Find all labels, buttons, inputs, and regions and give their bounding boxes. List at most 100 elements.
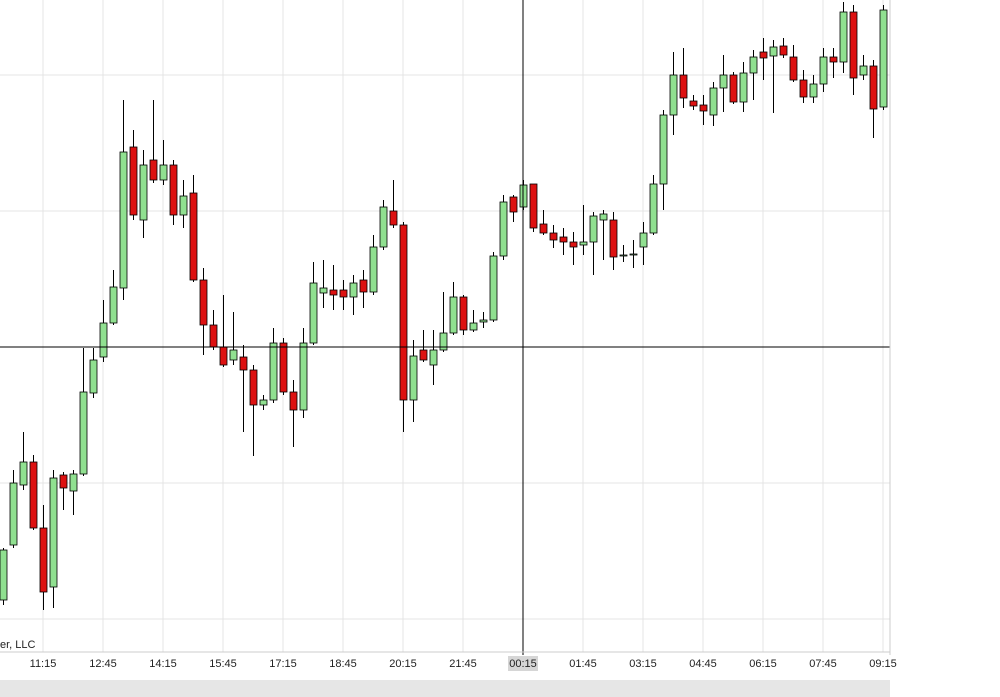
candle-body <box>279 342 288 393</box>
candle-body <box>179 195 188 216</box>
candle-body <box>829 56 838 63</box>
candle-body <box>579 241 588 246</box>
candle-body <box>549 232 558 241</box>
x-tick-label: 06:15 <box>749 658 777 670</box>
candle-body <box>789 56 798 81</box>
candle-body <box>759 51 768 59</box>
x-tick-label: 00:15 <box>509 658 537 670</box>
candle-body <box>119 151 128 289</box>
x-tick-label: 14:15 <box>149 658 177 670</box>
candle-body <box>219 346 228 366</box>
scrollbar <box>0 680 890 697</box>
candle-body <box>839 11 848 63</box>
candle-body <box>629 253 638 256</box>
candle-body <box>259 399 268 406</box>
candle-body <box>309 282 318 344</box>
candle-body <box>569 241 578 248</box>
candle-body <box>499 201 508 257</box>
candle-body <box>779 45 788 56</box>
candle-body <box>169 164 178 216</box>
candle-body <box>189 192 198 281</box>
candle-body <box>659 114 668 185</box>
x-tick-label: 11:15 <box>30 658 57 670</box>
candle-body <box>99 322 108 358</box>
candle-body <box>299 342 308 411</box>
candle-body <box>249 369 258 406</box>
watermark: er, LLC <box>0 639 36 651</box>
x-tick-label: 03:15 <box>629 658 657 670</box>
x-tick-label: 18:45 <box>329 658 357 670</box>
candle-body <box>709 87 718 116</box>
candle-body <box>739 72 748 103</box>
candle-body <box>209 324 218 348</box>
x-tick-label: 09:15 <box>869 658 897 670</box>
candle-body <box>9 482 18 546</box>
candle-body <box>359 279 368 293</box>
candle-body <box>269 342 278 401</box>
candle-body <box>699 104 708 112</box>
candle-body <box>509 196 518 213</box>
candle-body <box>389 210 398 226</box>
candle-body <box>769 46 778 57</box>
candle-body <box>449 296 458 334</box>
candle-body <box>409 355 418 401</box>
candles <box>0 2 888 610</box>
candle-body <box>129 146 138 216</box>
x-tick-label: 01:45 <box>569 658 597 670</box>
candle-body <box>79 391 88 475</box>
candle-body <box>419 349 428 361</box>
candle-body <box>39 527 48 593</box>
x-axis: 11:15 12:45 14:15 15:45 17:15 18:45 20:15 21:45… <box>30 658 897 670</box>
x-tick-label: 04:45 <box>689 658 717 670</box>
candle-body <box>109 286 118 324</box>
candle-body <box>489 255 498 321</box>
candle-body <box>559 236 568 243</box>
candle-body <box>529 183 538 229</box>
candle-body <box>749 56 758 74</box>
candle-body <box>339 289 348 298</box>
candle-body <box>819 56 828 85</box>
candle-body <box>229 349 238 361</box>
crosshair-label-bg <box>508 656 538 671</box>
candle-body <box>539 223 548 234</box>
x-tick-label: 20:15 <box>389 658 417 670</box>
x-tick-label: 15:45 <box>209 658 237 670</box>
candle-body <box>879 9 888 108</box>
candle-body <box>349 282 358 298</box>
x-tick-label: 07:45 <box>809 658 837 670</box>
candle-body <box>399 224 408 401</box>
candle-body <box>69 473 78 492</box>
grid <box>0 0 890 652</box>
candle-body <box>369 246 378 293</box>
candle-body <box>589 215 598 243</box>
candle-body <box>139 164 148 221</box>
candle-body <box>379 206 388 248</box>
candle-body <box>639 232 648 248</box>
candle-body <box>599 213 608 221</box>
candle-body <box>439 332 448 351</box>
candle-body <box>619 254 628 257</box>
candle-body <box>869 65 878 110</box>
candle-body <box>849 11 858 79</box>
candle-body <box>459 296 468 331</box>
candle-body <box>429 349 438 366</box>
candle-body <box>19 461 28 486</box>
candle-body <box>479 319 488 323</box>
candle-body <box>289 391 298 411</box>
candle-body <box>469 322 478 331</box>
candle-body <box>159 164 168 181</box>
candle-body <box>89 359 98 394</box>
candle-body <box>609 219 618 258</box>
candle-body <box>239 356 248 371</box>
candle-body <box>719 74 728 89</box>
x-tick-label: 17:15 <box>269 658 297 670</box>
candle-body <box>649 183 658 234</box>
candle-body <box>29 461 38 529</box>
candle-body <box>679 74 688 99</box>
candle-body <box>49 477 58 588</box>
right-margin <box>890 0 1000 697</box>
candle-body <box>689 100 698 107</box>
candle-body <box>859 65 868 76</box>
